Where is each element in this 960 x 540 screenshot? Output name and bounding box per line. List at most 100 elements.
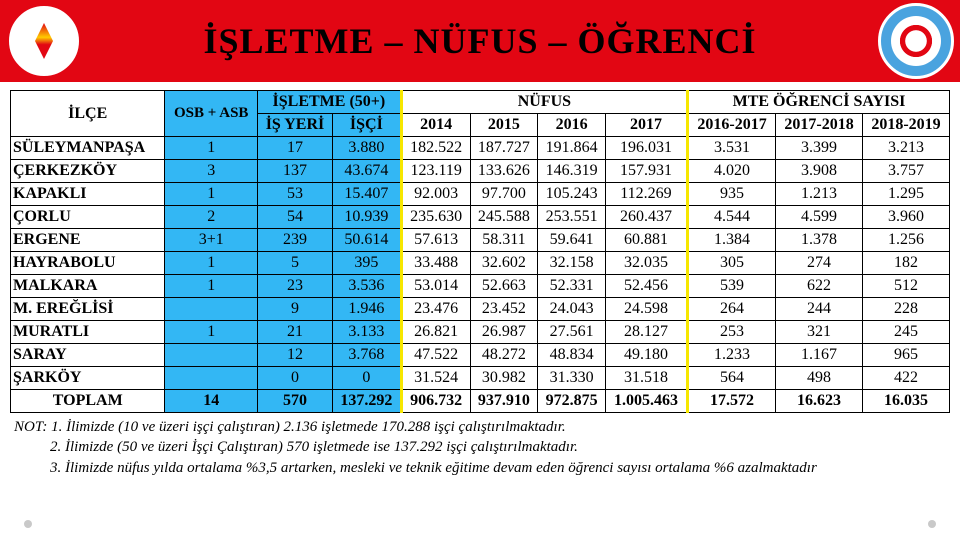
main-content: İLÇE OSB + ASB İŞLETME (50+) NÜFUS MTE Ö… bbox=[0, 82, 960, 478]
cell-n2017: 112.269 bbox=[605, 183, 687, 206]
cell-isci-total: 137.292 bbox=[332, 390, 401, 413]
nav-dot-left bbox=[24, 520, 32, 528]
table-row: ŞARKÖY0031.52430.98231.33031.51856449842… bbox=[11, 367, 950, 390]
cell-m1: 1.233 bbox=[688, 344, 776, 367]
cell-n2016: 59.641 bbox=[538, 229, 606, 252]
cell-n2014: 235.630 bbox=[401, 206, 470, 229]
cell-m3: 422 bbox=[862, 367, 949, 390]
cell-osb-total: 14 bbox=[165, 390, 258, 413]
col-m1718: 2017-2018 bbox=[776, 114, 863, 137]
cell-n2017: 52.456 bbox=[605, 275, 687, 298]
cell-ilce-total: TOPLAM bbox=[11, 390, 165, 413]
colgroup-mte: MTE ÖĞRENCİ SAYISI bbox=[688, 91, 950, 114]
cell-m3: 3.213 bbox=[862, 137, 949, 160]
cell-isci: 3.768 bbox=[332, 344, 401, 367]
table-row: KAPAKLI15315.40792.00397.700105.243112.2… bbox=[11, 183, 950, 206]
colgroup-nufus: NÜFUS bbox=[401, 91, 687, 114]
cell-m2: 1.378 bbox=[776, 229, 863, 252]
cell-n2016: 52.331 bbox=[538, 275, 606, 298]
cell-n2016: 32.158 bbox=[538, 252, 606, 275]
cell-n2015: 58.311 bbox=[470, 229, 538, 252]
cell-m1: 253 bbox=[688, 321, 776, 344]
cell-ilce: SARAY bbox=[11, 344, 165, 367]
cell-ilce: MURATLI bbox=[11, 321, 165, 344]
meb-logo bbox=[6, 3, 82, 79]
cell-m2: 274 bbox=[776, 252, 863, 275]
cell-isyeri-total: 570 bbox=[258, 390, 333, 413]
cell-ilce: ÇORLU bbox=[11, 206, 165, 229]
cell-isci: 395 bbox=[332, 252, 401, 275]
cell-n2017: 157.931 bbox=[605, 160, 687, 183]
cell-ilce: KAPAKLI bbox=[11, 183, 165, 206]
cell-n2017: 31.518 bbox=[605, 367, 687, 390]
footnote-2: 2. İlimizde (50 ve üzeri İşçi Çalıştıran… bbox=[14, 437, 950, 457]
cell-n2017: 196.031 bbox=[605, 137, 687, 160]
cell-ilce: MALKARA bbox=[11, 275, 165, 298]
cell-isci: 0 bbox=[332, 367, 401, 390]
cell-n2017: 49.180 bbox=[605, 344, 687, 367]
cell-n2015: 48.272 bbox=[470, 344, 538, 367]
cell-n2014: 92.003 bbox=[401, 183, 470, 206]
cell-n2014: 123.119 bbox=[401, 160, 470, 183]
cell-isyeri: 9 bbox=[258, 298, 333, 321]
table-row: MALKARA1233.53653.01452.66352.33152.4565… bbox=[11, 275, 950, 298]
cell-m1: 3.531 bbox=[688, 137, 776, 160]
cell-isyeri: 23 bbox=[258, 275, 333, 298]
col-m1819: 2018-2019 bbox=[862, 114, 949, 137]
cell-m1: 4.544 bbox=[688, 206, 776, 229]
col-ilce: İLÇE bbox=[11, 91, 165, 137]
table-body: SÜLEYMANPAŞA1173.880182.522187.727191.86… bbox=[11, 137, 950, 413]
cell-n2016: 105.243 bbox=[538, 183, 606, 206]
table-row-total: TOPLAM14570137.292906.732937.910972.8751… bbox=[11, 390, 950, 413]
col-isyeri: İŞ YERİ bbox=[258, 114, 333, 137]
cell-n2015: 187.727 bbox=[470, 137, 538, 160]
cell-isyeri: 0 bbox=[258, 367, 333, 390]
cell-m2: 498 bbox=[776, 367, 863, 390]
cell-m2: 3.908 bbox=[776, 160, 863, 183]
cell-n2016: 253.551 bbox=[538, 206, 606, 229]
cell-m1: 4.020 bbox=[688, 160, 776, 183]
cell-m1: 564 bbox=[688, 367, 776, 390]
table-row: MURATLI1213.13326.82126.98727.56128.1272… bbox=[11, 321, 950, 344]
cell-isci: 3.536 bbox=[332, 275, 401, 298]
cell-n2015: 245.588 bbox=[470, 206, 538, 229]
cell-isyeri: 21 bbox=[258, 321, 333, 344]
cell-isyeri: 17 bbox=[258, 137, 333, 160]
cell-m1: 935 bbox=[688, 183, 776, 206]
cell-n2017: 28.127 bbox=[605, 321, 687, 344]
cell-n2016: 27.561 bbox=[538, 321, 606, 344]
cell-osb: 2 bbox=[165, 206, 258, 229]
cell-n2015-total: 937.910 bbox=[470, 390, 538, 413]
table-row: SÜLEYMANPAŞA1173.880182.522187.727191.86… bbox=[11, 137, 950, 160]
cell-isci: 15.407 bbox=[332, 183, 401, 206]
cell-osb: 1 bbox=[165, 137, 258, 160]
cell-osb bbox=[165, 344, 258, 367]
cell-m2: 3.399 bbox=[776, 137, 863, 160]
cell-n2017: 260.437 bbox=[605, 206, 687, 229]
cell-ilce: ÇERKEZKÖY bbox=[11, 160, 165, 183]
cell-m3: 1.295 bbox=[862, 183, 949, 206]
cell-isyeri: 239 bbox=[258, 229, 333, 252]
cell-osb: 1 bbox=[165, 252, 258, 275]
col-m1617: 2016-2017 bbox=[688, 114, 776, 137]
cell-osb: 1 bbox=[165, 275, 258, 298]
cell-m1: 1.384 bbox=[688, 229, 776, 252]
cell-n2014: 57.613 bbox=[401, 229, 470, 252]
cell-m3: 228 bbox=[862, 298, 949, 321]
table-row: HAYRABOLU1539533.48832.60232.15832.03530… bbox=[11, 252, 950, 275]
cell-n2016: 24.043 bbox=[538, 298, 606, 321]
cell-m2: 244 bbox=[776, 298, 863, 321]
cell-osb bbox=[165, 298, 258, 321]
cell-isyeri: 12 bbox=[258, 344, 333, 367]
cell-osb: 3+1 bbox=[165, 229, 258, 252]
cell-ilce: SÜLEYMANPAŞA bbox=[11, 137, 165, 160]
cell-n2015: 32.602 bbox=[470, 252, 538, 275]
table-row: ERGENE3+123950.61457.61358.31159.64160.8… bbox=[11, 229, 950, 252]
cell-isyeri: 54 bbox=[258, 206, 333, 229]
cell-m3: 245 bbox=[862, 321, 949, 344]
col-2014: 2014 bbox=[401, 114, 470, 137]
cell-n2014: 33.488 bbox=[401, 252, 470, 275]
cell-m3: 1.256 bbox=[862, 229, 949, 252]
page-title: İŞLETME – NÜFUS – ÖĞRENCİ bbox=[0, 20, 960, 62]
footnotes: NOT: 1. İlimizde (10 ve üzeri işçi çalış… bbox=[10, 413, 950, 478]
